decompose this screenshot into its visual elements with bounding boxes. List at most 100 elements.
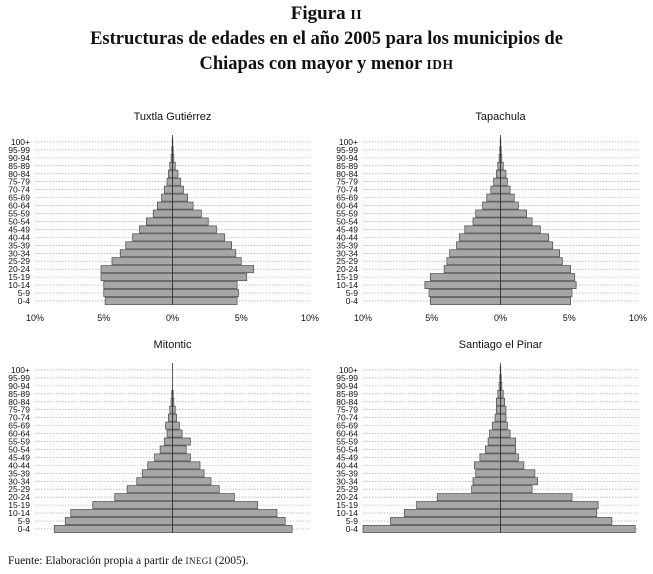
bar-mujeres-55-59 [172,209,202,218]
age-label-85-89: 85-89 [336,161,358,171]
source-org: INEGI [185,556,213,566]
age-label-20-24: 20-24 [336,264,358,274]
bar-mujeres-55-59 [500,209,527,218]
figure-title: Figura II Estructuras de edades en el añ… [0,2,653,77]
age-label-20-24: 20-24 [336,492,358,502]
bar-hombres-0-4 [430,297,501,305]
bar-mujeres-70-74 [500,185,511,194]
bar-hombres-30-34 [119,249,173,258]
x-tick-label: 5% [563,313,576,323]
bar-hombres-85-89 [497,161,501,170]
age-label-100plus: 100+ [339,365,358,375]
bar-mujeres-10-14 [172,281,238,290]
age-label-60-64: 60-64 [336,201,358,211]
bar-mujeres-20-24 [500,265,571,274]
bar-hombres-40-44 [132,233,173,242]
x-tick-label: 0% [166,313,179,323]
bar-hombres-10-14 [70,509,173,518]
bar-mujeres-25-29 [500,485,533,494]
bar-mujeres-10-14 [500,509,598,518]
bar-hombres-0-4 [362,525,501,533]
age-label-45-49: 45-49 [8,452,30,462]
bar-hombres-45-49 [464,225,501,234]
bar-hombres-65-69 [165,421,173,430]
bar-hombres-5-9 [103,289,173,297]
bar-hombres-55-59 [163,437,173,446]
bar-hombres-70-74 [168,413,173,422]
bar-mujeres-35-39 [172,469,205,478]
x-tick-label: 10% [629,313,647,323]
chart-title: Santiago el Pinar [459,339,543,351]
bar-mujeres-5-9 [500,289,573,297]
bar-hombres-65-69 [161,193,173,202]
age-label-35-39: 35-39 [336,240,358,250]
age-label-70-74: 70-74 [336,413,358,423]
bar-hombres-15-19 [100,273,173,282]
bar-mujeres-20-24 [500,493,573,502]
age-label-95-99: 95-99 [8,145,30,155]
bar-mujeres-35-39 [172,241,232,250]
age-label-100plus: 100+ [11,137,30,147]
x-tick-label: 10% [354,313,372,323]
age-label-65-69: 65-69 [8,193,30,203]
age-label-75-79: 75-79 [336,405,358,415]
age-label-25-29: 25-29 [8,484,30,494]
age-label-25-29: 25-29 [8,256,30,266]
age-label-30-34: 30-34 [336,476,358,486]
age-label-40-44: 40-44 [336,460,358,470]
bar-mujeres-60-64 [500,201,519,210]
bar-hombres-25-29 [471,485,501,494]
bar-hombres-55-59 [475,209,501,218]
age-label-0-4: 0-4 [346,524,359,534]
age-label-5-9: 5-9 [346,288,359,298]
bar-mujeres-0-4 [172,525,293,533]
age-label-35-39: 35-39 [8,240,30,250]
bar-mujeres-65-69 [172,193,188,202]
bar-hombres-10-14 [403,509,501,518]
source-prefix: Fuente: Elaboración propia a partir de [8,555,183,567]
age-label-40-44: 40-44 [8,460,30,470]
bar-mujeres-75-79 [500,405,507,414]
figure-title-text: Chiapas con mayor y menor [199,54,422,74]
age-label-15-19: 15-19 [336,272,358,282]
bar-mujeres-85-89 [500,389,504,398]
bar-mujeres-20-24 [172,265,254,274]
bar-hombres-75-79 [496,405,501,414]
bar-hombres-85-89 [169,161,173,170]
age-label-5-9: 5-9 [18,288,31,298]
bar-mujeres-70-74 [172,185,184,194]
age-label-25-29: 25-29 [336,256,358,266]
age-label-40-44: 40-44 [8,232,30,242]
age-label-95-99: 95-99 [336,145,358,155]
age-label-60-64: 60-64 [336,429,358,439]
age-label-50-54: 50-54 [336,444,358,454]
bar-mujeres-0-4 [500,525,636,533]
bar-hombres-85-89 [497,389,501,398]
age-label-95-99: 95-99 [8,373,30,383]
age-label-90-94: 90-94 [336,381,358,391]
age-label-90-94: 90-94 [8,381,30,391]
bar-mujeres-85-89 [500,161,504,170]
bar-hombres-0-4 [53,525,173,533]
age-label-85-89: 85-89 [8,389,30,399]
bar-mujeres-50-54 [172,217,209,226]
x-tick-label: 5% [235,313,248,323]
bar-mujeres-75-79 [172,405,176,414]
pyramid-chart-mitontic: Mitontic 0-45-910-1415-1920-2425-2930-343… [8,339,310,534]
age-label-45-49: 45-49 [336,452,358,462]
age-label-35-39: 35-39 [336,468,358,478]
age-label-60-64: 60-64 [8,429,30,439]
chart-title: Tuxtla Gutiérrez [134,111,212,123]
bar-hombres-20-24 [436,493,501,502]
bar-mujeres-65-69 [500,193,515,202]
bar-hombres-70-74 [163,185,173,194]
bar-hombres-70-74 [490,185,501,194]
bar-hombres-40-44 [474,461,501,470]
figure-number: II [350,8,363,23]
figure-title-line-1: Estructuras de edades en el año 2005 par… [90,29,563,49]
bar-hombres-45-49 [479,453,501,462]
bar-mujeres-45-49 [172,453,191,462]
figure-title-line-2: Chiapas con mayor y menor IDH [0,52,653,77]
x-tick-label: 0% [494,313,507,323]
bar-hombres-0-4 [104,297,173,305]
